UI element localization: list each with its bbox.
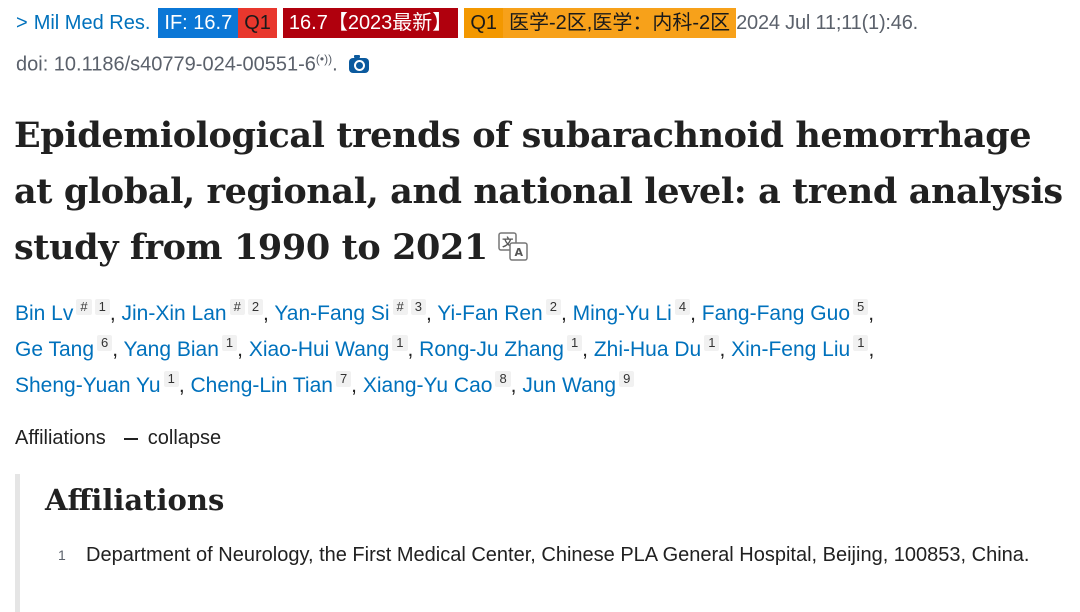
equal-contribution-mark[interactable]: #	[392, 299, 408, 315]
author-name-link[interactable]: Ming-Yu Li	[572, 302, 672, 325]
author-entry: Xiang-Yu Cao 8,	[362, 371, 523, 397]
author-name-link[interactable]: Bin Lv	[15, 302, 74, 325]
author-name-link[interactable]: Cheng-Lin Tian	[190, 374, 333, 397]
author-entry: Rong-Ju Zhang 1,	[419, 335, 594, 361]
author-entry: Jun Wang 9	[522, 371, 635, 397]
author-name-link[interactable]: Sheng-Yuan Yu	[15, 374, 161, 397]
author-entry: Zhi-Hua Du 1,	[593, 335, 732, 361]
affiliation-ref[interactable]: 1	[94, 299, 110, 315]
author-separator: ,	[690, 302, 702, 325]
affiliations-panel: Affiliations 1 Department of Neurology, …	[15, 474, 1080, 612]
journal-citation-line: > Mil Med Res. IF: 16.7 Q1 16.7【2023最新】 Q1 医学-…	[16, 8, 1076, 38]
equal-contribution-mark[interactable]: #	[76, 299, 92, 315]
author-separator: ,	[868, 338, 875, 361]
article-title: Epidemiological trends of subarachnoid h…	[14, 108, 1074, 279]
cas-quartile-badge: Q1	[464, 8, 503, 38]
author-entry: Sheng-Yuan Yu 1,	[15, 371, 191, 397]
author-list: Bin Lv #1, Jin-Xin Lan #2, Yan-Fang Si #3, …	[15, 296, 1075, 404]
affiliation-ref[interactable]: 9	[619, 371, 635, 387]
author-separator: ,	[582, 338, 594, 361]
affiliation-ref[interactable]: 1	[221, 335, 238, 351]
author-name-link[interactable]: Ge Tang	[15, 338, 95, 361]
author-entry: Xin-Feng Liu 1,	[731, 335, 875, 361]
impact-factor-badge: IF: 16.7	[158, 8, 239, 38]
author-entry: Ming-Yu Li 4,	[572, 299, 702, 325]
affiliation-text: Department of Neurology, the First Medic…	[86, 544, 1030, 566]
camera-icon[interactable]	[349, 54, 370, 73]
author-name-link[interactable]: Fang-Fang Guo	[701, 302, 851, 325]
affiliation-number: 1	[58, 547, 66, 563]
affiliation-item: 1 Department of Neurology, the First Med…	[58, 538, 1038, 572]
author-name-link[interactable]: Rong-Ju Zhang	[419, 338, 564, 361]
affiliations-toggle-action[interactable]: collapse	[147, 427, 222, 449]
author-separator: ,	[868, 302, 875, 325]
subject-division-badge: 医学-2区,医学：内科-2区	[503, 8, 737, 38]
author-entry: Jin-Xin Lan #2,	[121, 299, 275, 325]
author-separator: ,	[407, 338, 420, 361]
author-name-link[interactable]: Jin-Xin Lan	[121, 302, 227, 325]
author-name-link[interactable]: Jun Wang	[522, 374, 617, 397]
doi-text[interactable]: doi: 10.1186/s40779-024-00551-6	[16, 53, 316, 76]
affiliation-ref[interactable]: 1	[566, 335, 583, 351]
affiliation-ref[interactable]: 1	[163, 371, 179, 387]
author-entry: Xiao-Hui Wang 1,	[248, 335, 420, 361]
article-title-text: Epidemiological trends of subarachnoid h…	[14, 115, 1063, 268]
author-separator: ,	[560, 302, 573, 325]
author-entry: Yi-Fan Ren 2,	[437, 299, 573, 325]
author-name-link[interactable]: Xiao-Hui Wang	[248, 338, 390, 361]
author-separator: ,	[719, 338, 732, 361]
author-name-link[interactable]: Zhi-Hua Du	[593, 338, 702, 361]
affiliation-ref[interactable]: 1	[392, 335, 408, 351]
affiliation-ref[interactable]: 4	[674, 299, 691, 315]
author-entry: Ge Tang 6,	[15, 335, 124, 361]
author-separator: ,	[109, 302, 122, 325]
cas-score-badge: 16.7【2023最新】	[282, 8, 459, 38]
publication-date: 2024 Jul 11;11(1):46.	[736, 12, 918, 34]
affiliation-ref[interactable]: 8	[495, 371, 511, 387]
affiliations-toggle[interactable]: Affiliations collapse	[15, 423, 221, 453]
affiliation-ref[interactable]: 6	[97, 335, 113, 351]
journal-link[interactable]: Mil Med Res.	[33, 12, 151, 34]
author-separator: ,	[237, 338, 249, 361]
author-entry: Yang Bian 1,	[123, 335, 249, 361]
affiliations-heading: Affiliations	[45, 483, 225, 517]
affiliation-ref[interactable]: 1	[704, 335, 720, 351]
author-name-link[interactable]: Yang Bian	[123, 338, 219, 361]
affiliation-ref[interactable]: 1	[853, 335, 869, 351]
author-separator: ,	[425, 302, 438, 325]
affiliations-toggle-label: Affiliations	[15, 427, 106, 449]
minus-icon	[123, 437, 138, 440]
author-separator: ,	[263, 302, 275, 325]
equal-contribution-mark[interactable]: #	[229, 299, 245, 315]
author-name-link[interactable]: Xin-Feng Liu	[731, 338, 851, 361]
affiliation-ref[interactable]: 7	[335, 371, 352, 387]
svg-text:A: A	[514, 246, 523, 259]
author-separator: ,	[178, 374, 191, 397]
author-separator: ,	[112, 338, 124, 361]
affiliation-ref[interactable]: 3	[410, 299, 426, 315]
author-entry: Yan-Fang Si #3,	[274, 299, 438, 325]
author-separator: ,	[351, 374, 363, 397]
broadcast-icon: (•))	[315, 52, 333, 66]
jcr-quartile-badge: Q1	[238, 8, 277, 38]
author-name-link[interactable]: Yan-Fang Si	[274, 302, 390, 325]
author-name-link[interactable]: Xiang-Yu Cao	[362, 374, 493, 397]
doi-line: doi: 10.1186/s40779-024-00551-6(•)).	[16, 44, 370, 80]
affiliation-ref[interactable]: 2	[247, 299, 264, 315]
author-separator: ,	[510, 374, 523, 397]
affiliation-ref[interactable]: 5	[853, 299, 869, 315]
author-entry: Bin Lv #1,	[15, 299, 122, 325]
author-entry: Cheng-Lin Tian 7,	[190, 371, 363, 397]
author-name-link[interactable]: Yi-Fan Ren	[437, 302, 543, 325]
author-entry: Fang-Fang Guo 5,	[701, 299, 875, 325]
chevron-right-icon[interactable]: >	[16, 12, 28, 34]
affiliation-ref[interactable]: 2	[545, 299, 561, 315]
